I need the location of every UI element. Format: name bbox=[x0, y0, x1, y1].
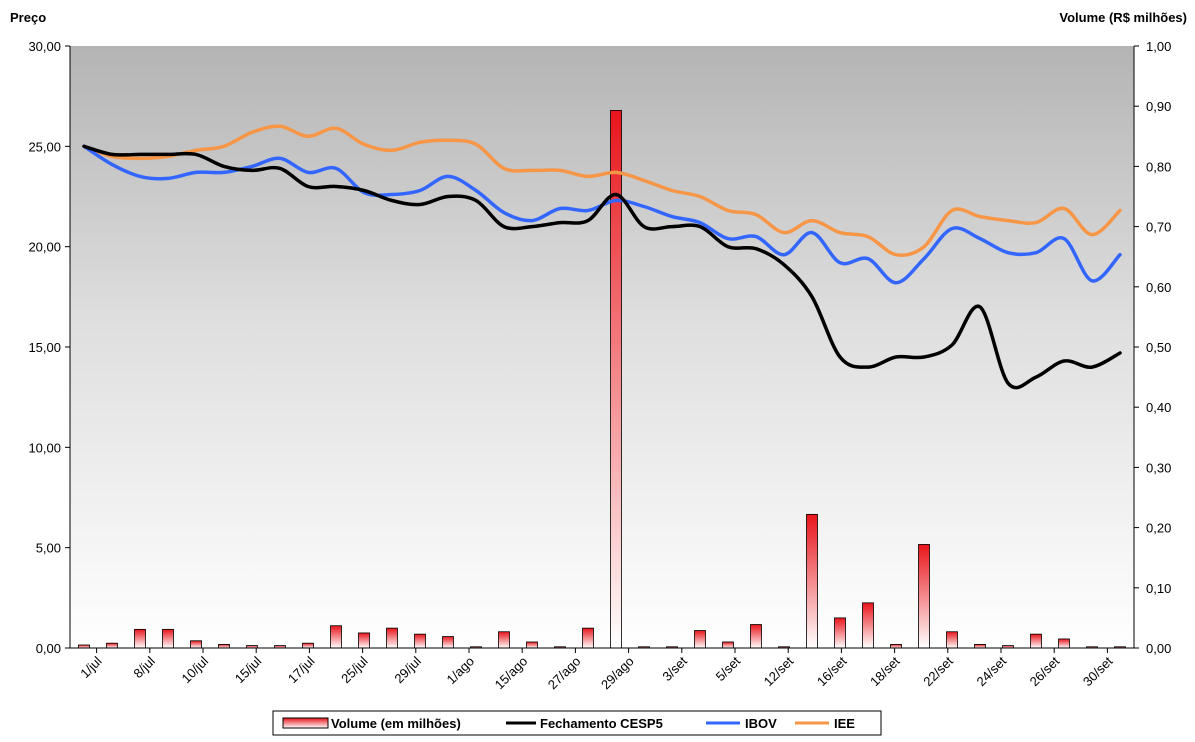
x-tick-label: 24/set bbox=[973, 653, 1009, 689]
y-right-tick-label: 0,90 bbox=[1146, 99, 1171, 114]
y-right-tick-label: 0,00 bbox=[1146, 641, 1171, 656]
x-tick-label: 22/set bbox=[920, 653, 956, 689]
y-left-tick-label: 20,00 bbox=[28, 240, 61, 255]
volume-bar bbox=[526, 641, 538, 649]
y-left-axis-title: Preço bbox=[10, 10, 46, 25]
volume-bar bbox=[302, 642, 314, 649]
volume-bar bbox=[218, 643, 230, 649]
legend-label-cesp5: Fechamento CESP5 bbox=[540, 716, 663, 731]
volume-bar bbox=[498, 631, 510, 649]
y-right-tick-label: 0,70 bbox=[1146, 220, 1171, 235]
legend-swatch-volume bbox=[282, 717, 329, 729]
y-right-axis-title: Volume (R$ milhões) bbox=[1059, 10, 1187, 25]
x-tick-label: 29/jul bbox=[391, 653, 424, 686]
x-tick-label: 26/set bbox=[1027, 653, 1063, 689]
y-left-tick-label: 30,00 bbox=[28, 39, 61, 54]
x-tick-label: 3/set bbox=[659, 653, 690, 684]
y-left-axis: 0,00 5,00 10,00 15,00 20,00 25,00 30,00 bbox=[28, 39, 71, 656]
y-right-tick-label: 0,10 bbox=[1146, 581, 1171, 596]
volume-bar bbox=[358, 632, 370, 649]
volume-bar bbox=[1058, 638, 1070, 649]
x-tick-label: 25/jul bbox=[338, 653, 371, 686]
x-tick-label: 16/set bbox=[814, 653, 850, 689]
line-series bbox=[82, 124, 1122, 390]
x-tick-label: 12/set bbox=[761, 653, 797, 689]
volume-bar bbox=[974, 643, 986, 649]
x-tick-label: 10/jul bbox=[179, 653, 212, 686]
volume-bar bbox=[750, 624, 762, 649]
volume-bar bbox=[386, 627, 398, 649]
volume-bar bbox=[890, 643, 902, 649]
legend-label-iee: IEE bbox=[834, 716, 855, 731]
volume-bar bbox=[190, 640, 202, 649]
legend: Volume (em milhões) Fechamento CESP5 IBO… bbox=[272, 710, 882, 736]
y-right-axis: 0,00 0,10 0,20 0,30 0,40 0,50 0,60 0,70 0,80 0,90… bbox=[1133, 39, 1171, 656]
x-tick-label: 29/ago bbox=[598, 654, 637, 693]
volume-bar bbox=[106, 642, 118, 649]
y-right-tick-label: 0,60 bbox=[1146, 280, 1171, 295]
y-right-tick-label: 0,80 bbox=[1146, 159, 1171, 174]
x-tick-label: 17/jul bbox=[285, 653, 318, 686]
volume-bar bbox=[442, 636, 454, 649]
x-tick-label: 5/set bbox=[713, 653, 744, 684]
volume-bar bbox=[694, 630, 706, 649]
volume-bar bbox=[414, 633, 426, 649]
legend-box bbox=[272, 710, 882, 736]
y-left-tick-label: 25,00 bbox=[28, 139, 61, 154]
volume-bar bbox=[134, 628, 146, 649]
volume-bar bbox=[862, 602, 874, 649]
volume-bar bbox=[162, 628, 174, 649]
y-right-tick-label: 0,30 bbox=[1146, 460, 1171, 475]
y-right-tick-label: 0,50 bbox=[1146, 340, 1171, 355]
volume-bar bbox=[582, 627, 594, 649]
legend-label-volume: Volume (em milhões) bbox=[331, 716, 461, 731]
y-right-tick-label: 1,00 bbox=[1146, 39, 1171, 54]
volume-bar bbox=[918, 544, 930, 649]
x-tick-label: 8/jul bbox=[130, 653, 158, 681]
y-left-tick-label: 5,00 bbox=[36, 541, 61, 556]
series-line-iee bbox=[82, 124, 1122, 257]
y-left-tick-label: 0,00 bbox=[36, 641, 61, 656]
volume-bar bbox=[722, 641, 734, 649]
volume-bar bbox=[806, 513, 818, 649]
legend-label-ibov: IBOV bbox=[745, 716, 777, 731]
y-right-tick-label: 0,20 bbox=[1146, 521, 1171, 536]
y-right-tick-label: 0,40 bbox=[1146, 400, 1171, 415]
volume-bar bbox=[610, 110, 622, 649]
series-line-fechamento-cesp5 bbox=[82, 144, 1122, 390]
volume-bar bbox=[834, 617, 846, 649]
plot-background bbox=[70, 46, 1134, 648]
volume-bar bbox=[946, 631, 958, 649]
y-left-tick-label: 15,00 bbox=[28, 340, 61, 355]
x-tick-label: 15/ago bbox=[492, 654, 531, 693]
x-tick-label: 1/jul bbox=[77, 653, 105, 681]
x-tick-label: 1/ago bbox=[444, 654, 478, 688]
x-tick-label: 27/ago bbox=[545, 654, 584, 693]
volume-bars bbox=[78, 110, 1126, 649]
x-tick-label: 30/set bbox=[1080, 653, 1116, 689]
x-tick-label: 18/set bbox=[867, 653, 903, 689]
y-left-tick-label: 10,00 bbox=[28, 440, 61, 455]
volume-bar bbox=[1030, 633, 1042, 649]
x-axis: 1/jul 8/jul 10/jul 15/jul 17/jul 25/jul 29/jul… bbox=[70, 647, 1134, 693]
x-tick-label: 15/jul bbox=[232, 653, 265, 686]
volume-bar bbox=[330, 625, 342, 649]
